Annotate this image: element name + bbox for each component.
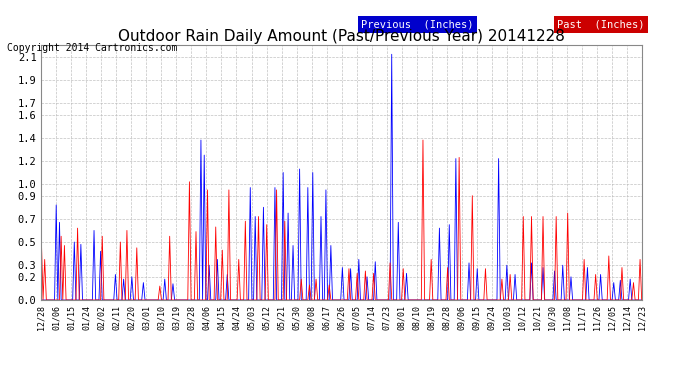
Title: Outdoor Rain Daily Amount (Past/Previous Year) 20141228: Outdoor Rain Daily Amount (Past/Previous… — [118, 29, 565, 44]
Text: Copyright 2014 Cartronics.com: Copyright 2014 Cartronics.com — [7, 43, 177, 53]
Text: Past  (Inches): Past (Inches) — [558, 20, 644, 30]
Text: Previous  (Inches): Previous (Inches) — [361, 20, 473, 30]
